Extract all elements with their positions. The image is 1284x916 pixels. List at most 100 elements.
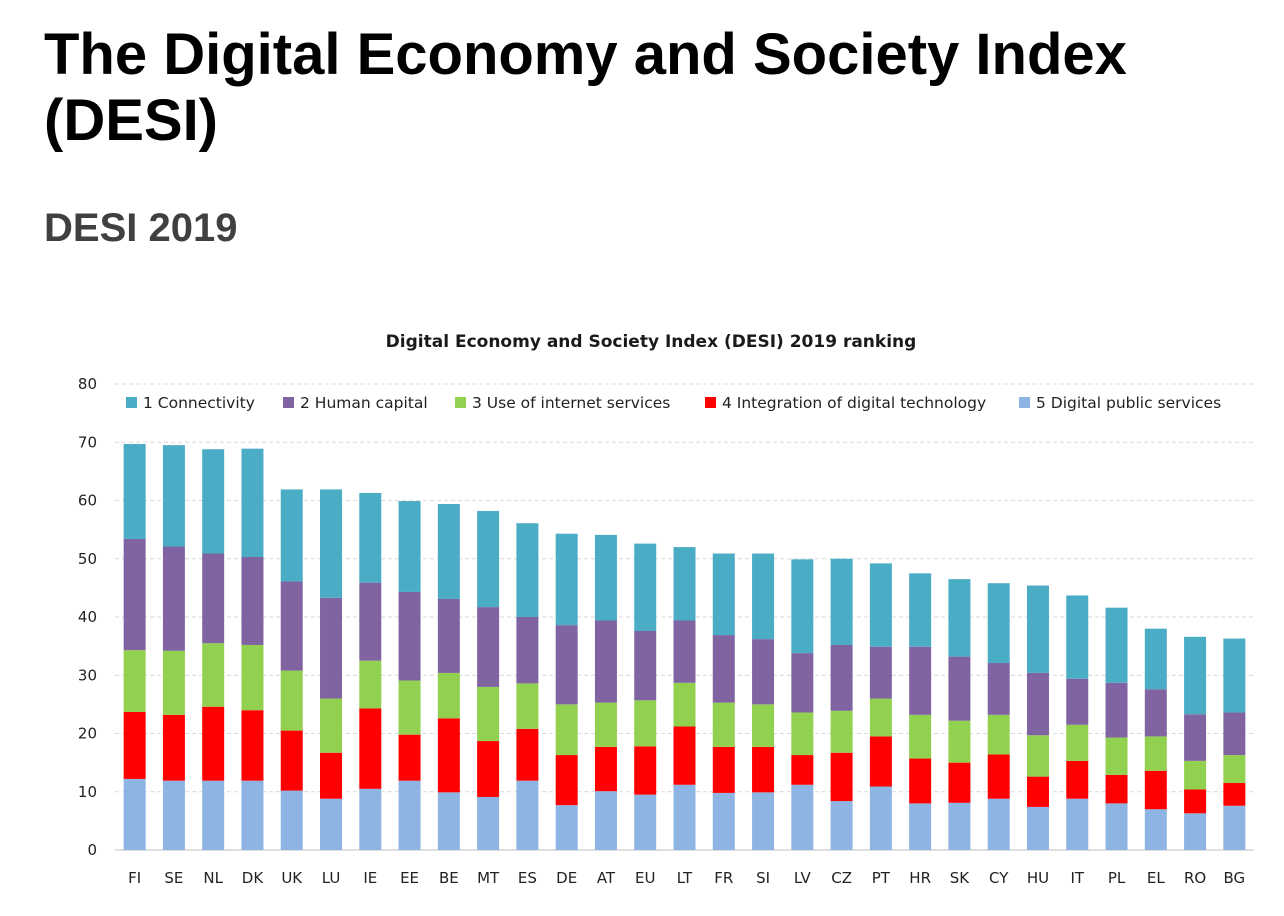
bar-segment-public_services xyxy=(869,786,892,850)
bar-segment-human_capital xyxy=(1144,689,1167,737)
bar-segment-human_capital xyxy=(1066,678,1089,725)
legend-label: 3 Use of internet services xyxy=(472,394,670,412)
bar-stack-nl xyxy=(202,449,225,850)
bar-segment-public_services xyxy=(909,803,932,850)
bar-segment-digital_technology xyxy=(398,734,421,781)
y-tick-label: 0 xyxy=(87,841,97,859)
bar-segment-internet_services xyxy=(437,672,460,719)
bar-segment-public_services xyxy=(673,784,696,850)
bar-segment-human_capital xyxy=(752,639,775,705)
bar-stack-de xyxy=(555,533,578,850)
x-tick-label: SI xyxy=(756,869,770,887)
bar-segment-public_services xyxy=(516,780,539,850)
bar-segment-public_services xyxy=(987,798,1010,850)
bar-segment-internet_services xyxy=(1105,737,1128,775)
bar-segment-public_services xyxy=(791,784,814,850)
bar-segment-human_capital xyxy=(987,663,1010,715)
bar-segment-internet_services xyxy=(398,680,421,735)
bar-segment-internet_services xyxy=(1223,755,1246,784)
bar-segment-public_services xyxy=(634,794,657,850)
x-tick-label: BE xyxy=(439,869,459,887)
bar-segment-internet_services xyxy=(1066,724,1089,761)
bar-segment-internet_services xyxy=(673,682,696,727)
bar-segment-human_capital xyxy=(712,635,735,703)
bar-segment-human_capital xyxy=(202,553,225,644)
y-tick-label: 70 xyxy=(78,433,97,451)
bar-segment-human_capital xyxy=(477,607,500,687)
bar-segment-connectivity xyxy=(1184,636,1207,715)
bar-stack-el xyxy=(1144,628,1167,850)
bar-segment-human_capital xyxy=(241,557,264,645)
bar-segment-digital_technology xyxy=(948,762,971,803)
bar-segment-digital_technology xyxy=(1223,783,1246,806)
bar-stack-hr xyxy=(909,573,932,850)
bar-segment-human_capital xyxy=(1223,712,1246,756)
x-tick-label: CZ xyxy=(831,869,852,887)
bar-segment-internet_services xyxy=(712,702,735,747)
x-tick-label: RO xyxy=(1184,869,1206,887)
bar-segment-digital_technology xyxy=(359,708,382,789)
legend-swatch xyxy=(705,397,716,408)
bar-stack-ie xyxy=(359,492,382,850)
x-tick-label: ES xyxy=(518,869,537,887)
bar-segment-public_services xyxy=(1066,798,1089,850)
legend-swatch xyxy=(126,397,137,408)
x-tick-label: BG xyxy=(1224,869,1246,887)
bar-segment-digital_technology xyxy=(1026,776,1049,807)
bar-segment-digital_technology xyxy=(477,741,500,797)
x-tick-label: IE xyxy=(363,869,377,887)
bar-segment-public_services xyxy=(555,805,578,850)
bar-segment-human_capital xyxy=(909,646,932,715)
bar-segment-human_capital xyxy=(555,625,578,705)
legend-swatch xyxy=(1019,397,1030,408)
bar-segment-connectivity xyxy=(1026,585,1049,673)
bar-segment-connectivity xyxy=(752,553,775,640)
bar-segment-human_capital xyxy=(830,644,853,711)
y-axis: 0 10 20 30 40 50 60 70 80 xyxy=(78,375,1254,859)
bar-segment-public_services xyxy=(477,796,500,850)
bar-segment-digital_technology xyxy=(987,754,1010,799)
bar-segment-human_capital xyxy=(516,617,539,684)
legend-label: 4 Integration of digital technology xyxy=(722,394,986,412)
chart-title: Digital Economy and Society Index (DESI)… xyxy=(386,332,917,352)
bar-segment-digital_technology xyxy=(320,752,343,799)
bar-segment-human_capital xyxy=(359,582,382,661)
bar-segment-digital_technology xyxy=(1184,789,1207,814)
bar-segment-internet_services xyxy=(909,714,932,759)
bar-segment-internet_services xyxy=(594,702,617,747)
bar-segment-public_services xyxy=(1223,805,1246,850)
bar-segment-digital_technology xyxy=(712,746,735,793)
y-tick-label: 50 xyxy=(78,550,97,568)
bar-segment-connectivity xyxy=(1105,607,1128,683)
bar-stack-fr xyxy=(712,553,735,850)
y-tick-label: 40 xyxy=(78,608,97,626)
bar-segment-public_services xyxy=(123,778,146,850)
bar-segment-human_capital xyxy=(162,546,185,651)
x-tick-label: EL xyxy=(1147,869,1165,887)
bar-segment-public_services xyxy=(1105,803,1128,850)
bar-segment-public_services xyxy=(241,780,264,850)
bar-segment-digital_technology xyxy=(123,711,146,779)
x-tick-label: FI xyxy=(128,869,141,887)
bar-segment-digital_technology xyxy=(241,710,264,781)
bar-segment-digital_technology xyxy=(202,706,225,781)
bar-segment-internet_services xyxy=(359,660,382,709)
bar-segment-public_services xyxy=(359,788,382,850)
bar-segment-human_capital xyxy=(437,598,460,673)
bar-stack-bg xyxy=(1223,638,1246,850)
bar-segment-internet_services xyxy=(948,720,971,763)
y-tick-label: 10 xyxy=(78,783,97,801)
bar-segment-human_capital xyxy=(948,656,971,721)
bar-segment-public_services xyxy=(320,798,343,850)
bar-segment-public_services xyxy=(594,791,617,850)
bar-segment-human_capital xyxy=(869,646,892,699)
bar-stack-be xyxy=(437,504,460,850)
bar-segment-public_services xyxy=(1184,813,1207,850)
bar-segment-internet_services xyxy=(752,704,775,747)
bar-segment-public_services xyxy=(1026,806,1049,850)
bar-segment-public_services xyxy=(202,780,225,850)
bar-segment-human_capital xyxy=(634,630,657,701)
bar-stack-es xyxy=(516,523,539,850)
bar-segment-human_capital xyxy=(673,620,696,683)
bar-segment-connectivity xyxy=(516,523,539,617)
